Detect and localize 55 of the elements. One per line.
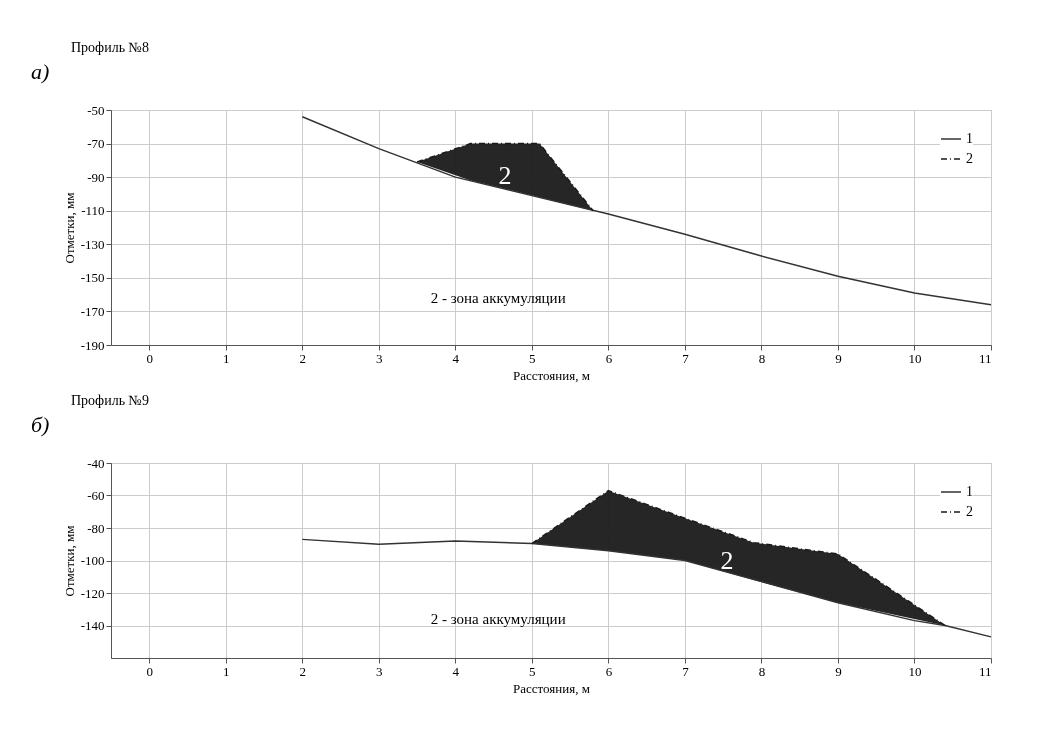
y-tick-label: -130 [80,236,105,252]
y-tick-label: -140 [80,618,105,633]
x-tick-label: 7 [682,350,690,366]
chart-title: Профиль №9 [71,393,149,408]
y-tick-label: -40 [87,455,105,471]
y-axis-title: Отметки, мм [61,192,77,264]
annotation: 2 - зона аккумуляции [430,290,566,306]
line-series [301,115,992,306]
y-tick-label: -190 [80,337,105,353]
y-tick-label: -70 [87,136,105,152]
x-tick-label: 8 [758,663,766,679]
y-tick-label: -100 [80,553,105,568]
y-tick-label: -170 [80,303,105,319]
y-tick-label: -60 [87,488,105,503]
x-tick-label: 2 [299,663,307,679]
x-axis-title: Расстояния, м [513,680,590,696]
x-tick-label: 0 [146,663,154,679]
text: а) [31,59,50,84]
y-tick-label: -110 [81,203,105,219]
x-tick-label: 10 [908,350,922,366]
y-tick-label: -50 [87,102,105,118]
y-tick-label: -150 [80,270,105,286]
annotation: 2 [720,546,734,576]
y-tick-label: -80 [87,520,105,536]
x-tick-label: 0 [146,350,154,366]
x-tick-label: 5 [529,663,536,679]
text: б) [31,412,50,437]
x-tick-label: 4 [452,350,460,366]
x-tick-label: 1 [223,350,230,366]
x-tick-label: 2 [299,350,307,366]
x-tick-label: 4 [452,663,460,679]
x-tick-label: 11 [978,350,992,366]
annotation: 2 - зона аккумуляции [430,611,566,627]
x-tick-label: 9 [835,663,842,679]
x-tick-label: 9 [835,350,842,366]
x-axis-title: Расстояния, м [513,367,590,383]
x-tick-label: 5 [529,350,536,366]
x-tick-label: 1 [223,663,230,679]
legend-label: 2 [966,151,973,166]
legend-label: 1 [966,484,973,499]
x-tick-label: 6 [605,350,613,366]
x-tick-label: 8 [758,350,766,366]
x-tick-label: 3 [376,663,383,679]
x-tick-label: 6 [605,663,613,679]
x-tick-label: 10 [908,663,922,679]
y-axis-title: Отметки, мм [61,525,77,597]
y-tick-label: -120 [80,585,105,601]
legend-label: 2 [966,504,973,519]
annotation: 2 [498,161,512,191]
x-tick-label: 7 [682,663,690,679]
x-tick-label: 3 [376,350,383,366]
y-tick-label: -90 [87,169,105,185]
legend-label: 1 [966,131,973,146]
x-tick-label: 11 [978,663,992,679]
chart-title: Профиль №8 [71,40,149,55]
